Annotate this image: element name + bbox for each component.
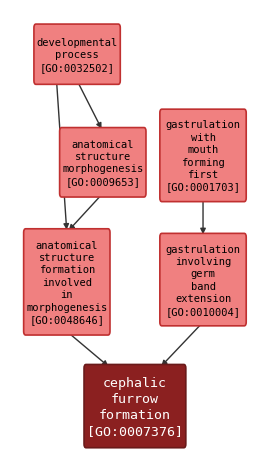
Text: cephalic
furrow
formation
[GO:0007376]: cephalic furrow formation [GO:0007376]	[87, 376, 183, 437]
Text: gastrulation
with
mouth
forming
first
[GO:0001703]: gastrulation with mouth forming first [G…	[166, 120, 241, 192]
FancyBboxPatch shape	[84, 364, 186, 448]
Text: developmental
process
[GO:0032502]: developmental process [GO:0032502]	[36, 38, 118, 73]
FancyBboxPatch shape	[60, 128, 146, 197]
FancyBboxPatch shape	[34, 25, 120, 85]
Text: anatomical
structure
formation
involved
in
morphogenesis
[GO:0048646]: anatomical structure formation involved …	[26, 240, 107, 325]
FancyBboxPatch shape	[160, 234, 246, 326]
Text: anatomical
structure
morphogenesis
[GO:0009653]: anatomical structure morphogenesis [GO:0…	[62, 140, 143, 186]
FancyBboxPatch shape	[160, 110, 246, 202]
FancyBboxPatch shape	[24, 230, 110, 335]
Text: gastrulation
involving
germ
band
extension
[GO:0010004]: gastrulation involving germ band extensi…	[166, 244, 241, 316]
